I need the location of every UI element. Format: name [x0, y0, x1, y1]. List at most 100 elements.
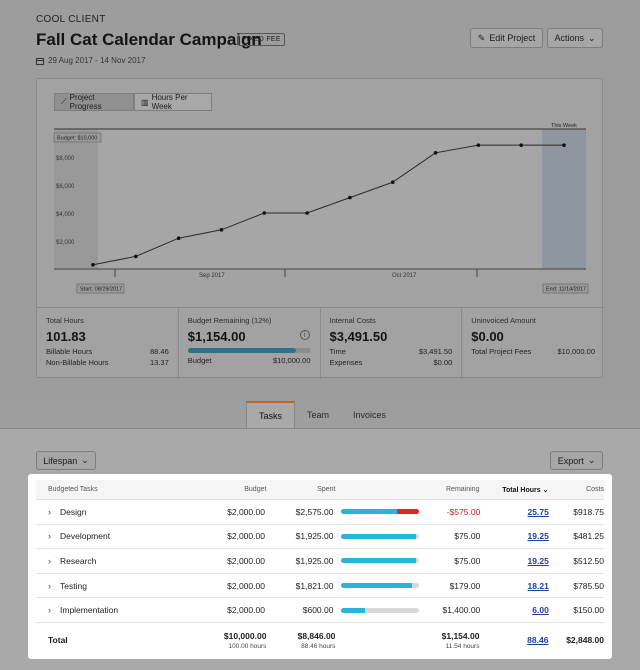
task-name-cell[interactable]: › Testing	[36, 581, 166, 591]
task-name-cell[interactable]: › Research	[36, 556, 166, 566]
progress-point[interactable]	[305, 211, 309, 215]
progress-point[interactable]	[262, 211, 267, 215]
tab-team[interactable]: Team	[307, 409, 330, 420]
header-costs: Costs	[586, 486, 605, 493]
task-hours-link[interactable]: 19.25	[527, 555, 549, 566]
start-shade	[54, 129, 98, 269]
task-hours-cell[interactable]: 6.00	[480, 605, 549, 615]
task-hours-cell[interactable]: 18.21	[480, 581, 549, 591]
task-progress-bar	[341, 558, 420, 564]
progress-point[interactable]	[562, 143, 566, 147]
lifespan-label: Lifespan	[43, 455, 78, 466]
task-name: Research	[60, 555, 97, 566]
budget-value: $10,000.00	[272, 356, 311, 365]
end-label-box	[542, 283, 589, 294]
progress-point[interactable]	[390, 180, 395, 184]
budget-remaining-value: $1,154.00	[187, 329, 246, 344]
table-row[interactable]: › Testing $2,000.00 $1,821.00 $179.00 18.21 $7…	[36, 574, 604, 599]
chevron-right-icon[interactable]: ›	[48, 555, 51, 566]
task-budget: $2,000.00	[227, 506, 265, 517]
table-row[interactable]: › Development $2,000.00 $1,925.00 $75.00 19.2…	[36, 525, 604, 550]
fixed-fee-badge: FIXED FEE	[238, 33, 285, 46]
task-hours-cell[interactable]: 25.75	[480, 507, 549, 517]
task-progress	[333, 509, 420, 515]
budget-progress-fill	[187, 348, 296, 353]
task-progress	[333, 607, 420, 613]
task-hours-link[interactable]: 19.25	[527, 531, 549, 542]
total-hours-link[interactable]: 88.46	[527, 635, 549, 645]
task-hours-link[interactable]: 25.75	[527, 506, 549, 517]
info-icon[interactable]: i	[299, 330, 310, 340]
chevron-right-icon[interactable]: ›	[48, 605, 51, 616]
lifespan-dropdown[interactable]: Lifespan ⌄	[36, 451, 96, 470]
table-row[interactable]: › Implementation $2,000.00 $600.00 $1,400.00…	[36, 598, 604, 623]
internal-costs-label: Internal Costs	[329, 316, 376, 325]
task-hours-cell[interactable]: 19.25	[480, 556, 549, 566]
progress-point[interactable]	[348, 195, 352, 200]
header-tasks: Budgeted Tasks	[48, 486, 98, 493]
progress-point[interactable]	[519, 143, 523, 147]
total-hours-stat: Total Hours 101.83 Billable Hours 88.46 N…	[37, 308, 179, 379]
chevron-right-icon[interactable]: ›	[48, 580, 51, 591]
task-name-cell[interactable]: › Design	[36, 507, 166, 517]
task-costs: $150.00	[573, 605, 604, 616]
task-budget: $2,000.00	[227, 580, 265, 591]
expenses-label: Expenses	[329, 358, 363, 367]
task-costs: $918.75	[573, 506, 604, 517]
chevron-down-icon: ⌄	[587, 32, 596, 43]
table-row[interactable]: › Research $2,000.00 $1,925.00 $75.00 19.25 $5…	[36, 549, 604, 574]
progress-card: ⟋ Project Progress ▥ Hours Per Week $2,0…	[36, 78, 604, 379]
progress-point[interactable]	[433, 151, 438, 155]
uninvoiced-value: $0.00	[471, 329, 504, 344]
total-remaining-hours: 11.54 hours	[445, 642, 480, 650]
task-hours-link[interactable]: 6.00	[532, 605, 549, 616]
progress-chart: $2,000 $4,000 $6,000 $8,000 Sep 2017 Oct 2017…	[53, 123, 589, 294]
table-row[interactable]: › Design $2,000.00 $2,575.00 -$575.00 25.75 $9…	[36, 500, 604, 525]
total-hours-cell[interactable]: 88.46	[479, 635, 548, 645]
this-week-shade	[542, 129, 586, 269]
progress-point[interactable]	[476, 143, 481, 147]
task-name-cell[interactable]: › Implementation	[36, 605, 166, 615]
tab-invoices[interactable]: Invoices	[353, 409, 387, 420]
task-remaining: $1,400.00	[442, 605, 481, 616]
progress-point[interactable]	[91, 263, 95, 267]
task-progress-fill	[341, 583, 413, 589]
progress-point[interactable]	[134, 254, 138, 259]
task-hours-link[interactable]: 18.21	[527, 580, 549, 591]
task-name: Development	[60, 531, 111, 542]
task-overspend-fill	[396, 509, 420, 515]
task-remaining: $179.00	[449, 580, 481, 591]
tab-tasks[interactable]: Tasks	[246, 401, 296, 428]
task-spent: $1,925.00	[295, 531, 334, 542]
project-progress-toggle[interactable]: ⟋ Project Progress	[54, 93, 134, 111]
uninvoiced-label: Uninvoiced Amount	[471, 316, 536, 325]
progress-point[interactable]	[176, 236, 181, 240]
total-spent: $8,846.00 88.46 hours	[266, 631, 336, 650]
task-costs: $785.50	[573, 580, 604, 591]
actions-label: Actions	[554, 33, 584, 43]
client-name[interactable]: COOL CLIENT	[36, 14, 106, 25]
export-dropdown[interactable]: Export ⌄	[550, 451, 603, 470]
actions-button[interactable]: Actions ⌄	[547, 28, 603, 48]
chevron-down-icon: ⌄	[587, 455, 596, 465]
edit-project-button[interactable]: ✎ Edit Project	[470, 28, 543, 48]
task-remaining: $75.00	[454, 531, 481, 542]
progress-point[interactable]	[219, 228, 224, 232]
chevron-right-icon[interactable]: ›	[48, 531, 51, 542]
task-progress-fill	[341, 533, 417, 539]
hours-per-week-toggle[interactable]: ▥ Hours Per Week	[134, 93, 212, 111]
time-row: Time $3,491.50	[330, 347, 453, 356]
project-fees-value: $10,000.00	[557, 347, 595, 356]
total-budget-hours: 100.00 hours	[228, 642, 267, 650]
chevron-right-icon[interactable]: ›	[48, 506, 51, 517]
task-hours-cell[interactable]: 19.25	[480, 531, 549, 541]
task-name-cell[interactable]: › Development	[36, 531, 166, 541]
x-tick-label: Sep 2017	[199, 273, 225, 279]
task-remaining: -$575.00	[446, 506, 481, 517]
billable-hours-value: 88.46	[149, 347, 169, 356]
header-budget: Budget	[244, 486, 267, 493]
total-row: Total $10,000.00 100.00 hours $8,846.00 88…	[36, 623, 604, 657]
header-total-hours[interactable]: Total Hours ⌄	[479, 486, 548, 494]
project-fees-label: Total Project Fees	[471, 347, 532, 356]
tasks-table: Budgeted Tasks Budget Spent Remaining To…	[28, 474, 612, 659]
